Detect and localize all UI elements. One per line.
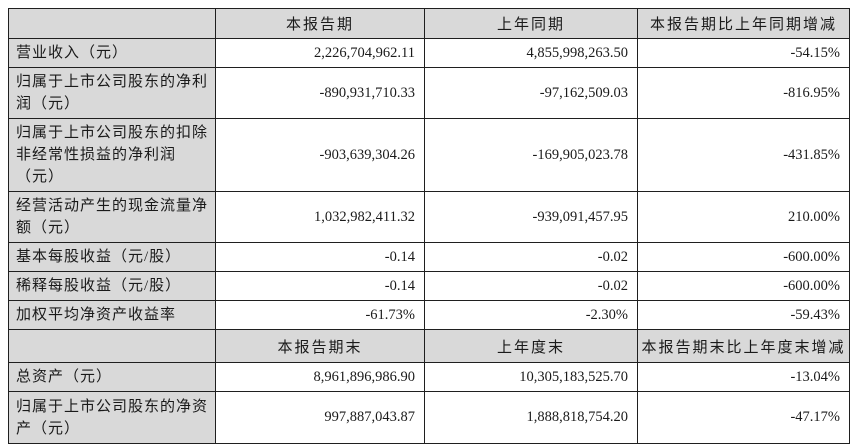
row-label: 稀释每股收益（元/股） bbox=[8, 271, 216, 301]
value-current: -890,931,710.33 bbox=[215, 67, 425, 119]
value-prior: 10,305,183,525.70 bbox=[424, 362, 638, 392]
value-current: -61.73% bbox=[215, 300, 425, 330]
value-prior: -169,905,023.78 bbox=[424, 118, 638, 192]
section2-header-row: 本报告期末 上年度末 本报告期末比上年度末增减 bbox=[8, 329, 850, 363]
header-current-period-end: 本报告期末 bbox=[215, 329, 425, 363]
corner-cell bbox=[8, 8, 216, 39]
value-prior: -2.30% bbox=[424, 300, 638, 330]
value-prior: 4,855,998,263.50 bbox=[424, 38, 638, 68]
value-prior: 1,888,818,754.20 bbox=[424, 391, 638, 444]
table-row: 基本每股收益（元/股） -0.14 -0.02 -600.00% bbox=[8, 242, 850, 272]
value-change: -47.17% bbox=[637, 391, 850, 444]
corner-cell bbox=[8, 329, 216, 363]
row-label: 归属于上市公司股东的净资产（元） bbox=[8, 391, 216, 444]
value-current: -0.14 bbox=[215, 271, 425, 301]
row-label: 经营活动产生的现金流量净额（元） bbox=[8, 191, 216, 243]
header-prior-year-end: 上年度末 bbox=[424, 329, 638, 363]
header-prior-period: 上年同期 bbox=[424, 8, 638, 39]
row-label: 基本每股收益（元/股） bbox=[8, 242, 216, 272]
value-current: 2,226,704,962.11 bbox=[215, 38, 425, 68]
value-prior: -97,162,509.03 bbox=[424, 67, 638, 119]
header-period-change: 本报告期比上年同期增减 bbox=[637, 8, 850, 39]
row-label: 营业收入（元） bbox=[8, 38, 216, 68]
value-change: -13.04% bbox=[637, 362, 850, 392]
value-change: -431.85% bbox=[637, 118, 850, 192]
value-change: -600.00% bbox=[637, 271, 850, 301]
row-label: 总资产（元） bbox=[8, 362, 216, 392]
value-current: 8,961,896,986.90 bbox=[215, 362, 425, 392]
table-row: 加权平均净资产收益率 -61.73% -2.30% -59.43% bbox=[8, 300, 850, 330]
value-current: -0.14 bbox=[215, 242, 425, 272]
table-row: 归属于上市公司股东的扣除非经常性损益的净利润（元） -903,639,304.2… bbox=[8, 118, 850, 192]
value-current: 1,032,982,411.32 bbox=[215, 191, 425, 243]
value-change: -59.43% bbox=[637, 300, 850, 330]
value-prior: -939,091,457.95 bbox=[424, 191, 638, 243]
financial-summary-table: 本报告期 上年同期 本报告期比上年同期增减 营业收入（元） 2,226,704,… bbox=[8, 8, 850, 444]
value-change: -54.15% bbox=[637, 38, 850, 68]
table-row: 稀释每股收益（元/股） -0.14 -0.02 -600.00% bbox=[8, 271, 850, 301]
value-current: 997,887,043.87 bbox=[215, 391, 425, 444]
value-change: -816.95% bbox=[637, 67, 850, 119]
value-prior: -0.02 bbox=[424, 242, 638, 272]
row-label: 归属于上市公司股东的扣除非经常性损益的净利润（元） bbox=[8, 118, 216, 192]
row-label: 加权平均净资产收益率 bbox=[8, 300, 216, 330]
table-row: 经营活动产生的现金流量净额（元） 1,032,982,411.32 -939,0… bbox=[8, 191, 850, 243]
table-row: 归属于上市公司股东的净资产（元） 997,887,043.87 1,888,81… bbox=[8, 391, 850, 444]
value-current: -903,639,304.26 bbox=[215, 118, 425, 192]
table-row: 总资产（元） 8,961,896,986.90 10,305,183,525.7… bbox=[8, 362, 850, 392]
value-change: -600.00% bbox=[637, 242, 850, 272]
table-row: 归属于上市公司股东的净利润（元） -890,931,710.33 -97,162… bbox=[8, 67, 850, 119]
row-label: 归属于上市公司股东的净利润（元） bbox=[8, 67, 216, 119]
header-period-end-change: 本报告期末比上年度末增减 bbox=[637, 329, 850, 363]
value-change: 210.00% bbox=[637, 191, 850, 243]
header-current-period: 本报告期 bbox=[215, 8, 425, 39]
table-row: 营业收入（元） 2,226,704,962.11 4,855,998,263.5… bbox=[8, 38, 850, 68]
value-prior: -0.02 bbox=[424, 271, 638, 301]
section1-header-row: 本报告期 上年同期 本报告期比上年同期增减 bbox=[8, 8, 850, 39]
